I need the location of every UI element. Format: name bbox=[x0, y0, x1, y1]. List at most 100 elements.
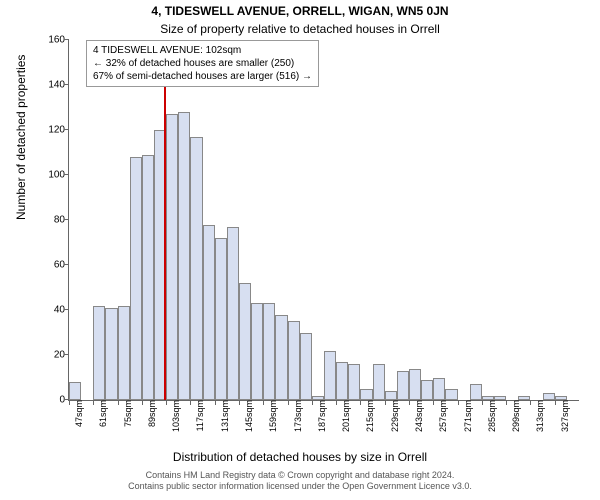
x-tick-label: 131sqm bbox=[218, 400, 230, 432]
annotation-box: 4 TIDESWELL AVENUE: 102sqm ← 32% of deta… bbox=[86, 40, 319, 87]
x-tick-label: 313sqm bbox=[533, 400, 545, 432]
histogram-bar bbox=[324, 351, 336, 401]
y-tick-label: 80 bbox=[54, 215, 69, 226]
y-tick-mark bbox=[64, 84, 69, 85]
plot-area: 02040608010012014016047sqm61sqm75sqm89sq… bbox=[68, 40, 579, 401]
histogram-bar bbox=[360, 389, 372, 400]
x-tick-label: 327sqm bbox=[558, 400, 570, 432]
histogram-bar bbox=[69, 382, 81, 400]
histogram-bar bbox=[203, 225, 215, 401]
x-tick-mark bbox=[263, 400, 264, 405]
y-tick-mark bbox=[64, 129, 69, 130]
x-tick-mark bbox=[482, 400, 483, 405]
annotation-line-3: 67% of semi-detached houses are larger (… bbox=[93, 70, 312, 83]
histogram-bar bbox=[227, 227, 239, 400]
x-tick-label: 285sqm bbox=[485, 400, 497, 432]
x-tick-label: 173sqm bbox=[291, 400, 303, 432]
x-tick-label: 299sqm bbox=[509, 400, 521, 432]
y-tick-mark bbox=[64, 354, 69, 355]
x-tick-label: 89sqm bbox=[145, 400, 157, 427]
histogram-bar bbox=[142, 155, 154, 400]
x-tick-label: 61sqm bbox=[96, 400, 108, 427]
x-tick-label: 103sqm bbox=[169, 400, 181, 432]
x-tick-mark bbox=[409, 400, 410, 405]
histogram-bar bbox=[348, 364, 360, 400]
x-tick-label: 257sqm bbox=[436, 400, 448, 432]
histogram-bar bbox=[409, 369, 421, 401]
histogram-bar bbox=[397, 371, 409, 400]
x-tick-mark bbox=[166, 400, 167, 405]
histogram-bar bbox=[385, 391, 397, 400]
x-tick-label: 47sqm bbox=[72, 400, 84, 427]
x-tick-mark bbox=[458, 400, 459, 405]
footer-line-2: Contains public sector information licen… bbox=[0, 481, 600, 492]
x-tick-mark bbox=[69, 400, 70, 405]
histogram-bar bbox=[543, 393, 555, 400]
y-tick-label: 160 bbox=[48, 35, 69, 46]
histogram-bar bbox=[118, 306, 130, 401]
x-tick-mark bbox=[312, 400, 313, 405]
histogram-bar bbox=[275, 315, 287, 401]
histogram-bar bbox=[300, 333, 312, 401]
x-tick-mark bbox=[288, 400, 289, 405]
histogram-bar bbox=[433, 378, 445, 401]
x-tick-mark bbox=[142, 400, 143, 405]
y-tick-mark bbox=[64, 174, 69, 175]
x-tick-mark bbox=[530, 400, 531, 405]
annotation-line-2: ← 32% of detached houses are smaller (25… bbox=[93, 57, 312, 70]
histogram-bar bbox=[336, 362, 348, 400]
x-tick-label: 187sqm bbox=[315, 400, 327, 432]
x-tick-mark bbox=[93, 400, 94, 405]
histogram-bar bbox=[93, 306, 105, 401]
y-tick-mark bbox=[64, 39, 69, 40]
y-tick-mark bbox=[64, 219, 69, 220]
y-tick-label: 0 bbox=[59, 395, 69, 406]
histogram-bar bbox=[251, 303, 263, 400]
y-tick-mark bbox=[64, 309, 69, 310]
x-tick-mark bbox=[433, 400, 434, 405]
x-tick-mark bbox=[239, 400, 240, 405]
y-axis-label: Number of detached properties bbox=[14, 55, 28, 220]
histogram-bar bbox=[178, 112, 190, 400]
x-tick-label: 229sqm bbox=[388, 400, 400, 432]
x-tick-label: 117sqm bbox=[193, 400, 205, 431]
histogram-bar bbox=[190, 137, 202, 400]
y-tick-mark bbox=[64, 264, 69, 265]
x-tick-mark bbox=[190, 400, 191, 405]
y-tick-label: 60 bbox=[54, 260, 69, 271]
x-tick-mark bbox=[506, 400, 507, 405]
x-tick-label: 215sqm bbox=[363, 400, 375, 432]
x-tick-mark bbox=[555, 400, 556, 405]
histogram-bar bbox=[421, 380, 433, 400]
x-tick-mark bbox=[360, 400, 361, 405]
chart-container: 4, TIDESWELL AVENUE, ORRELL, WIGAN, WN5 … bbox=[0, 0, 600, 500]
x-tick-label: 159sqm bbox=[266, 400, 278, 432]
chart-title-main: 4, TIDESWELL AVENUE, ORRELL, WIGAN, WN5 … bbox=[0, 4, 600, 18]
y-tick-label: 140 bbox=[48, 80, 69, 91]
y-tick-label: 100 bbox=[48, 170, 69, 181]
histogram-bar bbox=[130, 157, 142, 400]
chart-title-sub: Size of property relative to detached ho… bbox=[0, 22, 600, 36]
reference-line bbox=[164, 40, 166, 400]
histogram-bar bbox=[288, 321, 300, 400]
x-tick-mark bbox=[385, 400, 386, 405]
footer: Contains HM Land Registry data © Crown c… bbox=[0, 470, 600, 493]
x-tick-label: 271sqm bbox=[461, 400, 473, 432]
histogram-bar bbox=[470, 384, 482, 400]
x-axis-label: Distribution of detached houses by size … bbox=[0, 450, 600, 464]
y-tick-label: 40 bbox=[54, 305, 69, 316]
x-tick-label: 243sqm bbox=[412, 400, 424, 432]
histogram-bar bbox=[105, 308, 117, 400]
footer-line-1: Contains HM Land Registry data © Crown c… bbox=[0, 470, 600, 481]
y-tick-label: 20 bbox=[54, 350, 69, 361]
histogram-bar bbox=[373, 364, 385, 400]
histogram-bar bbox=[166, 114, 178, 400]
histogram-bar bbox=[263, 303, 275, 400]
x-tick-mark bbox=[336, 400, 337, 405]
x-tick-mark bbox=[215, 400, 216, 405]
annotation-line-1: 4 TIDESWELL AVENUE: 102sqm bbox=[93, 44, 312, 57]
x-tick-label: 145sqm bbox=[242, 400, 254, 432]
x-tick-label: 201sqm bbox=[339, 400, 351, 432]
y-tick-label: 120 bbox=[48, 125, 69, 136]
x-tick-mark bbox=[118, 400, 119, 405]
